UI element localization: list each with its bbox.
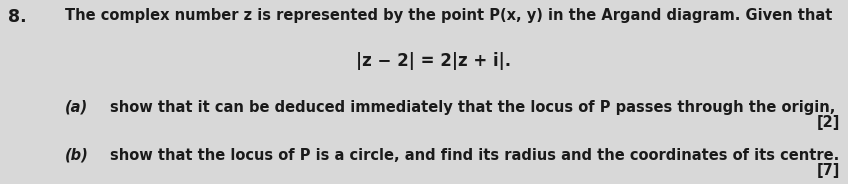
Text: [7]: [7] [817,163,840,178]
Text: The complex number z is represented by the point P(x, y) in the Argand diagram. : The complex number z is represented by t… [65,8,833,23]
Text: [2]: [2] [817,115,840,130]
Text: (a): (a) [65,100,88,115]
Text: (b): (b) [65,148,89,163]
Text: show that it can be deduced immediately that the locus of P passes through the o: show that it can be deduced immediately … [110,100,835,115]
Text: show that the locus of P is a circle, and find its radius and the coordinates of: show that the locus of P is a circle, an… [110,148,840,163]
Text: |z − 2| = 2|z + i|.: |z − 2| = 2|z + i|. [356,52,511,70]
Text: 8.: 8. [8,8,26,26]
